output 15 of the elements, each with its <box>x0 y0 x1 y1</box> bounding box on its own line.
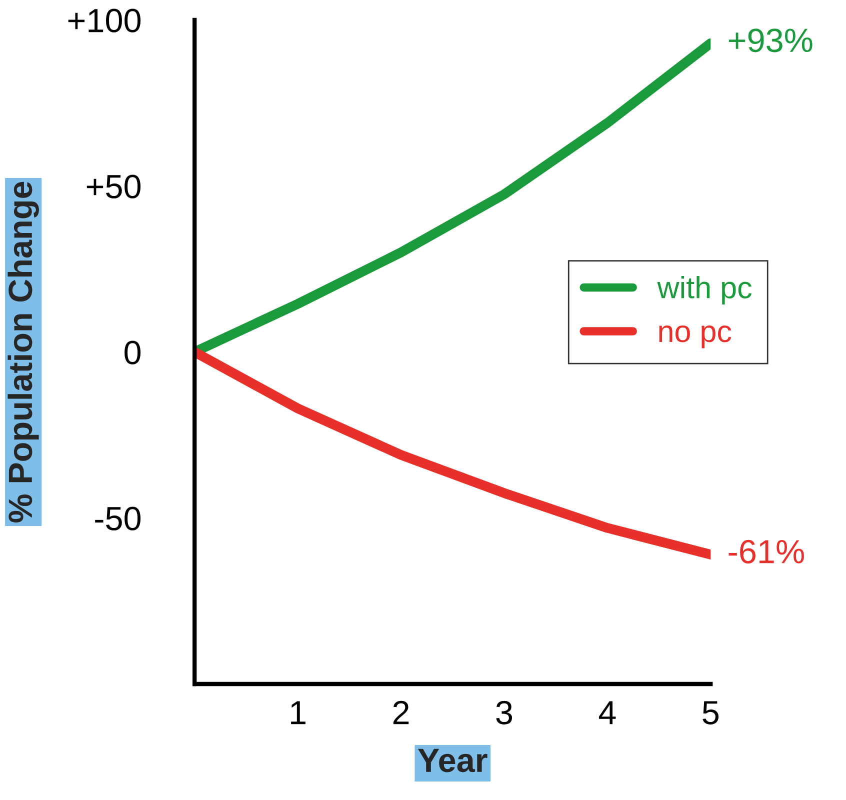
y-tick-label: -50 <box>95 506 141 530</box>
x-tick-label: 2 <box>393 700 409 724</box>
x-axis-title: Year <box>418 748 488 772</box>
y-tick-label: +100 <box>68 8 140 32</box>
y-axis-title: % Population Change <box>8 182 39 522</box>
x-tick-label: 1 <box>291 701 306 724</box>
x-tick-label: 4 <box>598 701 616 724</box>
y-tick-label: +50 <box>86 174 140 198</box>
legend-label: no pc <box>659 326 732 348</box>
y-tick-label: 0 <box>124 340 140 364</box>
annotation: +93% <box>728 28 812 52</box>
legend-label: with pc <box>657 276 752 305</box>
x-tick-label: 5 <box>702 701 719 724</box>
x-tick-label: 3 <box>496 700 512 724</box>
annotation: -61% <box>728 540 804 564</box>
